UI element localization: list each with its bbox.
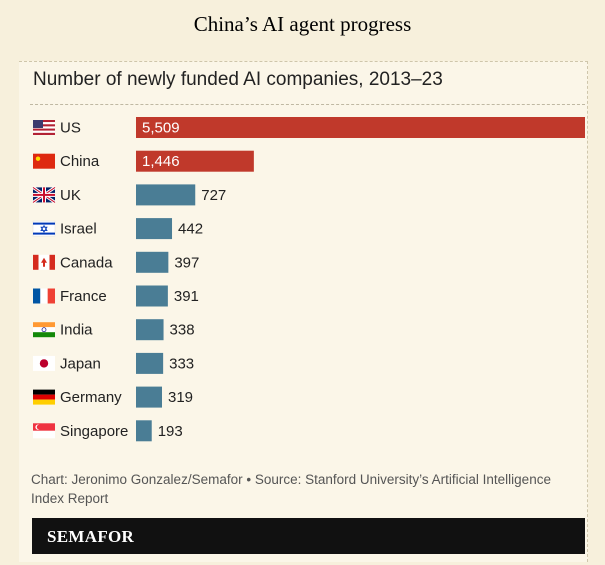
singapore-flag-icon [33, 423, 55, 439]
data-label: 391 [174, 288, 199, 305]
bar [136, 218, 173, 240]
china-flag-icon [33, 153, 55, 169]
category-label: Singapore [60, 423, 128, 440]
canada-flag-icon [33, 254, 55, 270]
bar-row: Canada 397 [33, 251, 199, 273]
bar [136, 184, 196, 206]
bar-row: India 338 [33, 319, 195, 341]
bar [136, 285, 168, 307]
uk-flag-icon [32, 186, 56, 204]
india-flag-icon [33, 322, 55, 338]
brand-footer: SEMAFOR [32, 518, 585, 554]
brand-logo: SEMAFOR [47, 527, 135, 546]
category-label: UK [60, 187, 81, 204]
bar [136, 352, 164, 374]
israel-flag-icon [32, 220, 56, 237]
germany-flag-icon [33, 389, 55, 405]
category-label: Japan [60, 355, 101, 372]
bar-row: Germany 319 [33, 386, 193, 408]
bar-row: US 5,509 [33, 117, 585, 138]
france-flag-icon [33, 288, 55, 304]
data-label: 397 [174, 254, 199, 271]
data-label: 338 [170, 322, 195, 339]
data-label: 319 [168, 389, 193, 406]
category-label: US [60, 120, 81, 137]
bar-row: China 1,446 [33, 150, 254, 172]
category-label: Canada [60, 254, 113, 271]
category-label: India [60, 322, 93, 339]
bar-row: Israel 442 [32, 218, 203, 240]
bar [136, 319, 164, 341]
data-label: 193 [158, 423, 183, 440]
data-label: 333 [169, 355, 194, 372]
bar-row: Singapore 193 [33, 420, 183, 442]
chart-title: Number of newly funded AI companies, 201… [33, 69, 443, 90]
chart-card [19, 61, 588, 562]
data-label: 727 [201, 187, 226, 204]
category-label: France [60, 288, 107, 305]
bar [136, 251, 169, 273]
bar-row: Japan 333 [33, 352, 194, 374]
data-label: 5,509 [142, 120, 180, 137]
bar [136, 386, 162, 408]
category-label: Israel [60, 221, 97, 238]
title-divider [30, 104, 585, 105]
chart-source: Chart: Jeronimo Gonzalez/Semafor • Sourc… [31, 472, 551, 506]
japan-flag-icon [33, 355, 55, 371]
category-label: China [60, 153, 100, 170]
bar [136, 420, 152, 442]
us-flag-icon [33, 120, 55, 135]
category-label: Germany [60, 389, 122, 406]
bar [136, 150, 254, 172]
bar [136, 117, 585, 138]
data-label: 442 [178, 221, 203, 238]
bar-row: UK 727 [32, 184, 226, 206]
data-label: 1,446 [142, 153, 180, 170]
bar-row: France 391 [33, 285, 199, 307]
page-title: China’s AI agent progress [193, 12, 412, 36]
